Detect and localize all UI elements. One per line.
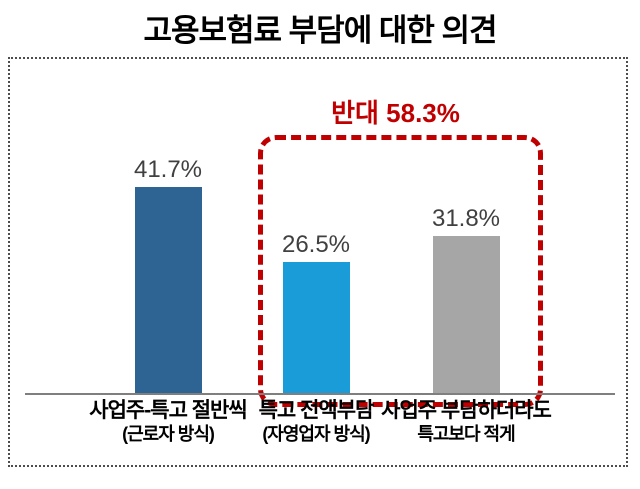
category-label-line1: 특고 전액부담 [258, 399, 375, 422]
category-label-line1: 사업주 부담하더라도 [381, 399, 552, 422]
category-label-line2: (자영업자 방식) [262, 423, 370, 444]
bar [432, 236, 500, 393]
bar [282, 262, 350, 393]
opposition-total-label: 반대 58.3% [331, 98, 460, 128]
bar [134, 187, 202, 393]
x-axis-line [25, 393, 615, 395]
bar-value-label: 41.7% [133, 156, 203, 183]
category-label-line2: (근로자 방식) [122, 423, 215, 444]
plot-area: 반대 58.3% 41.7% 26.5% 31.8% 사업주-특고 절반씩 (근로자 … [8, 57, 628, 467]
bar-value-label: 26.5% [281, 231, 351, 258]
bar-value-label: 31.8% [431, 205, 501, 232]
category-label: 사업주 부담하더라도 특고보다 적게 [341, 399, 591, 445]
category-label: 사업주-특고 절반씩 (근로자 방식) [43, 399, 293, 445]
category-label-line1: 사업주-특고 절반씩 [89, 399, 247, 422]
opposition-group-box [258, 135, 543, 407]
chart-title: 고용보험료 부담에 대한 의견 [143, 13, 497, 48]
category-label: 특고 전액부담 (자영업자 방식) [191, 399, 441, 445]
category-label-line2: 특고보다 적게 [417, 423, 515, 444]
